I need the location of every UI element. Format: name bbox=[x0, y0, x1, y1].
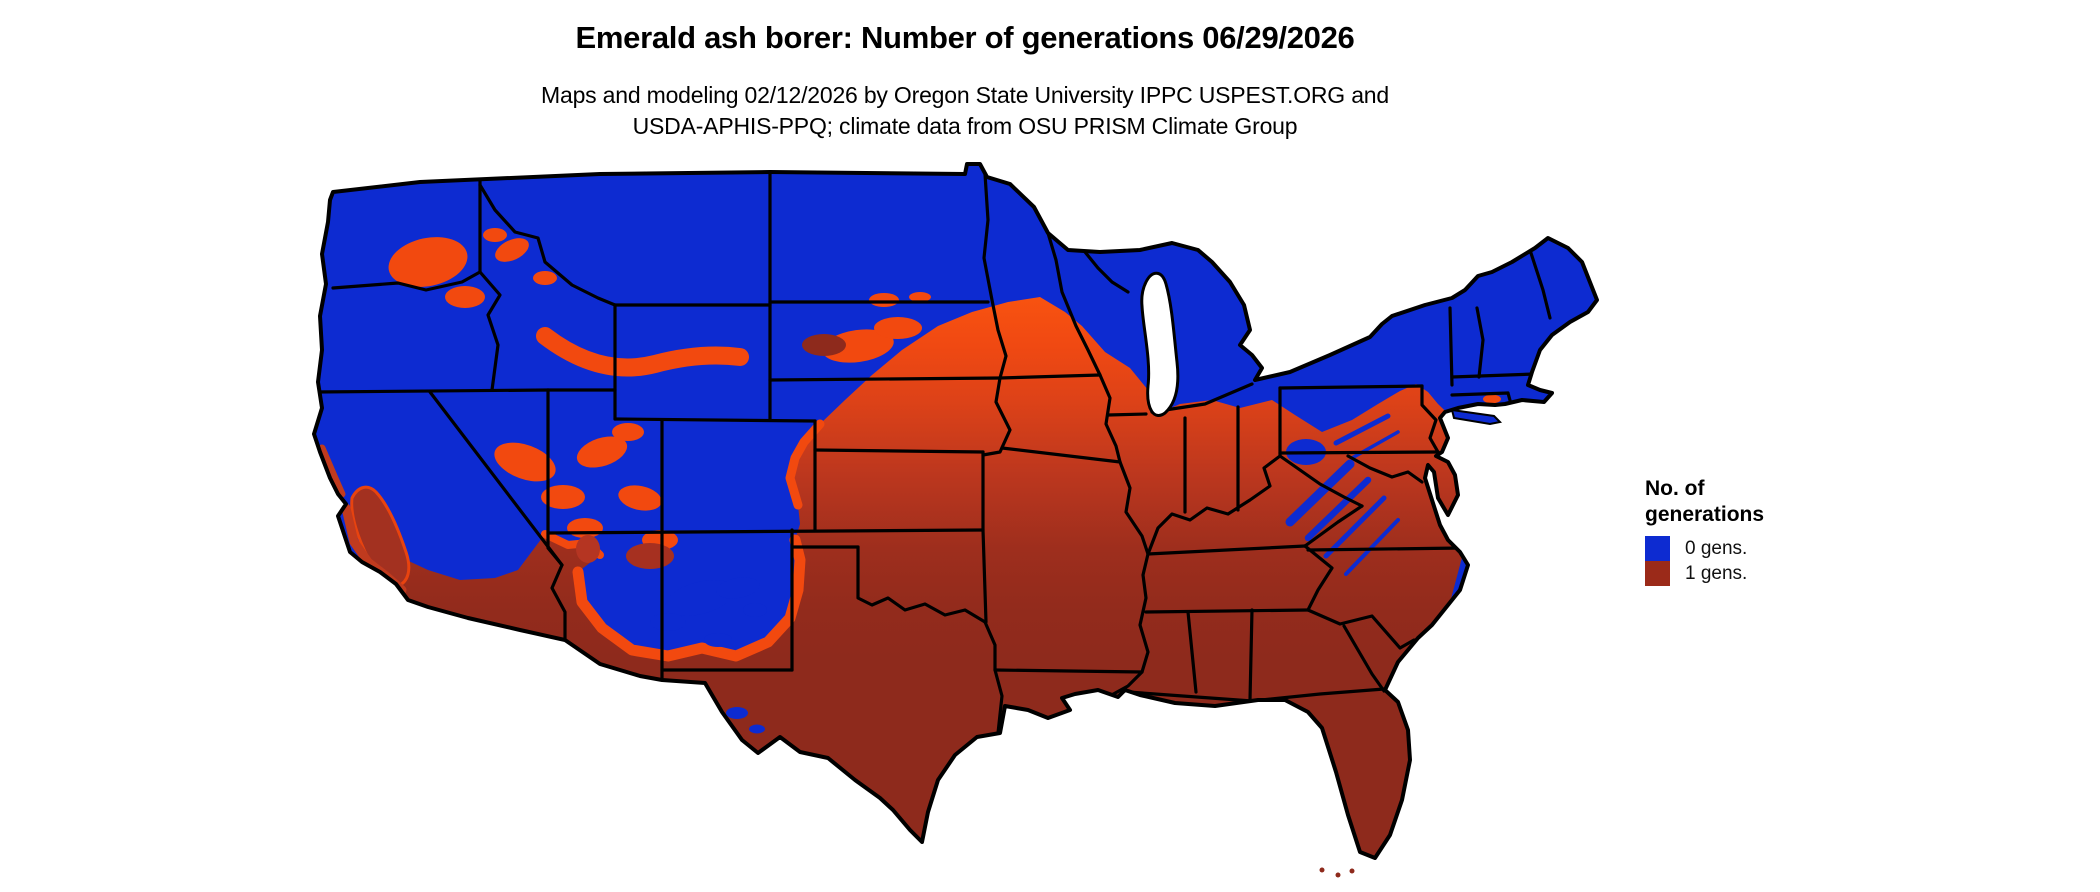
map-subtitle-line1: Maps and modeling 02/12/2026 by Oregon S… bbox=[541, 82, 1389, 108]
legend-title-line2: generations bbox=[1645, 503, 1765, 526]
long-island bbox=[1450, 408, 1503, 426]
map-title: Emerald ash borer: Number of generations… bbox=[575, 20, 1355, 55]
lake-michigan bbox=[1140, 271, 1180, 417]
legend-label-1-gens: 1 gens. bbox=[1685, 562, 1748, 584]
map-subtitle: Maps and modeling 02/12/2026 by Oregon S… bbox=[0, 80, 1930, 142]
map-header: Emerald ash borer: Number of generations… bbox=[0, 0, 1930, 142]
florida-keys bbox=[1319, 867, 1355, 878]
map-subtitle-line2: USDA-APHIS-PPQ; climate data from OSU PR… bbox=[632, 113, 1298, 139]
legend-title-line1: No. of bbox=[1645, 477, 1705, 500]
blue-mountain-patches bbox=[650, 439, 1326, 734]
legend-items: 0 gens. 1 gens. bbox=[1645, 536, 1865, 586]
legend-label-0-gens: 0 gens. bbox=[1685, 537, 1748, 559]
map-legend: No. of generations 0 gens. 1 gens. bbox=[1645, 476, 1865, 586]
legend-swatch-0-gens bbox=[1645, 536, 1670, 561]
snake-river-plain-patch bbox=[536, 327, 749, 377]
legend-swatch-1-gens bbox=[1645, 561, 1670, 586]
state-borders bbox=[314, 171, 1552, 735]
appalachian-ridges bbox=[1285, 413, 1400, 576]
legend-title: No. of generations bbox=[1645, 476, 1865, 528]
us-outline bbox=[312, 162, 1599, 860]
legend-item-0-gens: 0 gens. bbox=[1645, 536, 1865, 561]
legend-item-1-gens: 1 gens. bbox=[1645, 561, 1865, 586]
